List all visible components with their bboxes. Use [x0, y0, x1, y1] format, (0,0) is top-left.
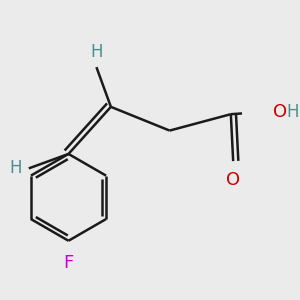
Text: H: H	[9, 159, 22, 177]
Text: F: F	[63, 254, 74, 272]
Text: H: H	[286, 103, 298, 121]
Text: H: H	[90, 43, 103, 61]
Text: O: O	[226, 170, 240, 188]
Text: O: O	[273, 103, 287, 121]
